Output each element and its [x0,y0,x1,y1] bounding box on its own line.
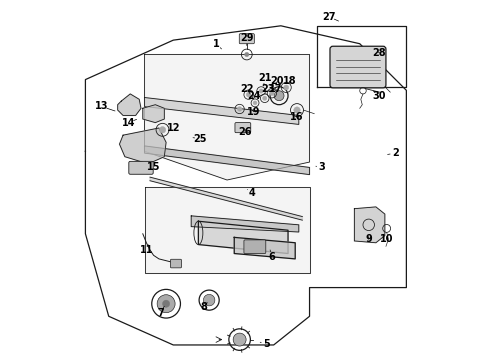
Text: 6: 6 [269,252,275,262]
Text: 11: 11 [140,245,153,255]
Polygon shape [118,94,141,116]
Circle shape [237,107,242,111]
Text: 27: 27 [322,12,336,22]
Text: 10: 10 [380,234,393,244]
Circle shape [245,52,249,57]
FancyBboxPatch shape [244,240,266,253]
Text: 2: 2 [392,148,399,158]
Circle shape [259,89,263,93]
Polygon shape [145,98,299,125]
FancyBboxPatch shape [171,259,181,268]
Text: 19: 19 [247,107,261,117]
Circle shape [157,295,175,313]
Text: 25: 25 [194,134,207,144]
Text: 22: 22 [240,84,253,94]
Text: 1: 1 [213,39,220,49]
Text: 17: 17 [269,84,282,94]
Text: 23: 23 [262,84,275,94]
FancyBboxPatch shape [239,34,254,44]
Text: 21: 21 [258,73,271,83]
Circle shape [163,300,170,307]
Text: 30: 30 [373,91,386,101]
Text: 16: 16 [290,112,304,122]
Text: 28: 28 [373,48,386,58]
Text: 14: 14 [122,118,135,128]
Text: 5: 5 [263,339,270,349]
Text: 4: 4 [249,188,256,198]
Polygon shape [143,105,164,123]
Text: 3: 3 [318,162,325,172]
Circle shape [294,107,300,113]
Polygon shape [145,54,310,180]
Circle shape [263,96,267,100]
Polygon shape [145,146,310,175]
FancyBboxPatch shape [129,161,153,174]
Text: 20: 20 [270,76,284,86]
Polygon shape [198,221,288,253]
Circle shape [253,101,257,105]
Polygon shape [145,187,310,273]
Polygon shape [191,216,299,232]
Text: 7: 7 [157,308,164,318]
Text: 29: 29 [240,33,253,43]
Polygon shape [120,128,166,164]
Circle shape [270,91,274,95]
Text: 26: 26 [238,127,252,136]
Circle shape [274,91,284,101]
Polygon shape [234,237,295,259]
Text: 13: 13 [95,102,108,112]
Text: 9: 9 [366,234,372,244]
Circle shape [284,85,289,90]
Text: 24: 24 [247,91,261,101]
Circle shape [233,333,246,346]
Polygon shape [354,207,385,243]
FancyBboxPatch shape [235,123,251,133]
Text: 15: 15 [147,162,160,172]
Polygon shape [150,177,302,220]
FancyBboxPatch shape [330,46,386,88]
Circle shape [159,127,166,133]
Circle shape [246,92,251,97]
Text: 8: 8 [200,302,207,312]
Circle shape [203,294,215,306]
Text: 12: 12 [167,123,180,133]
Text: 18: 18 [283,76,296,86]
